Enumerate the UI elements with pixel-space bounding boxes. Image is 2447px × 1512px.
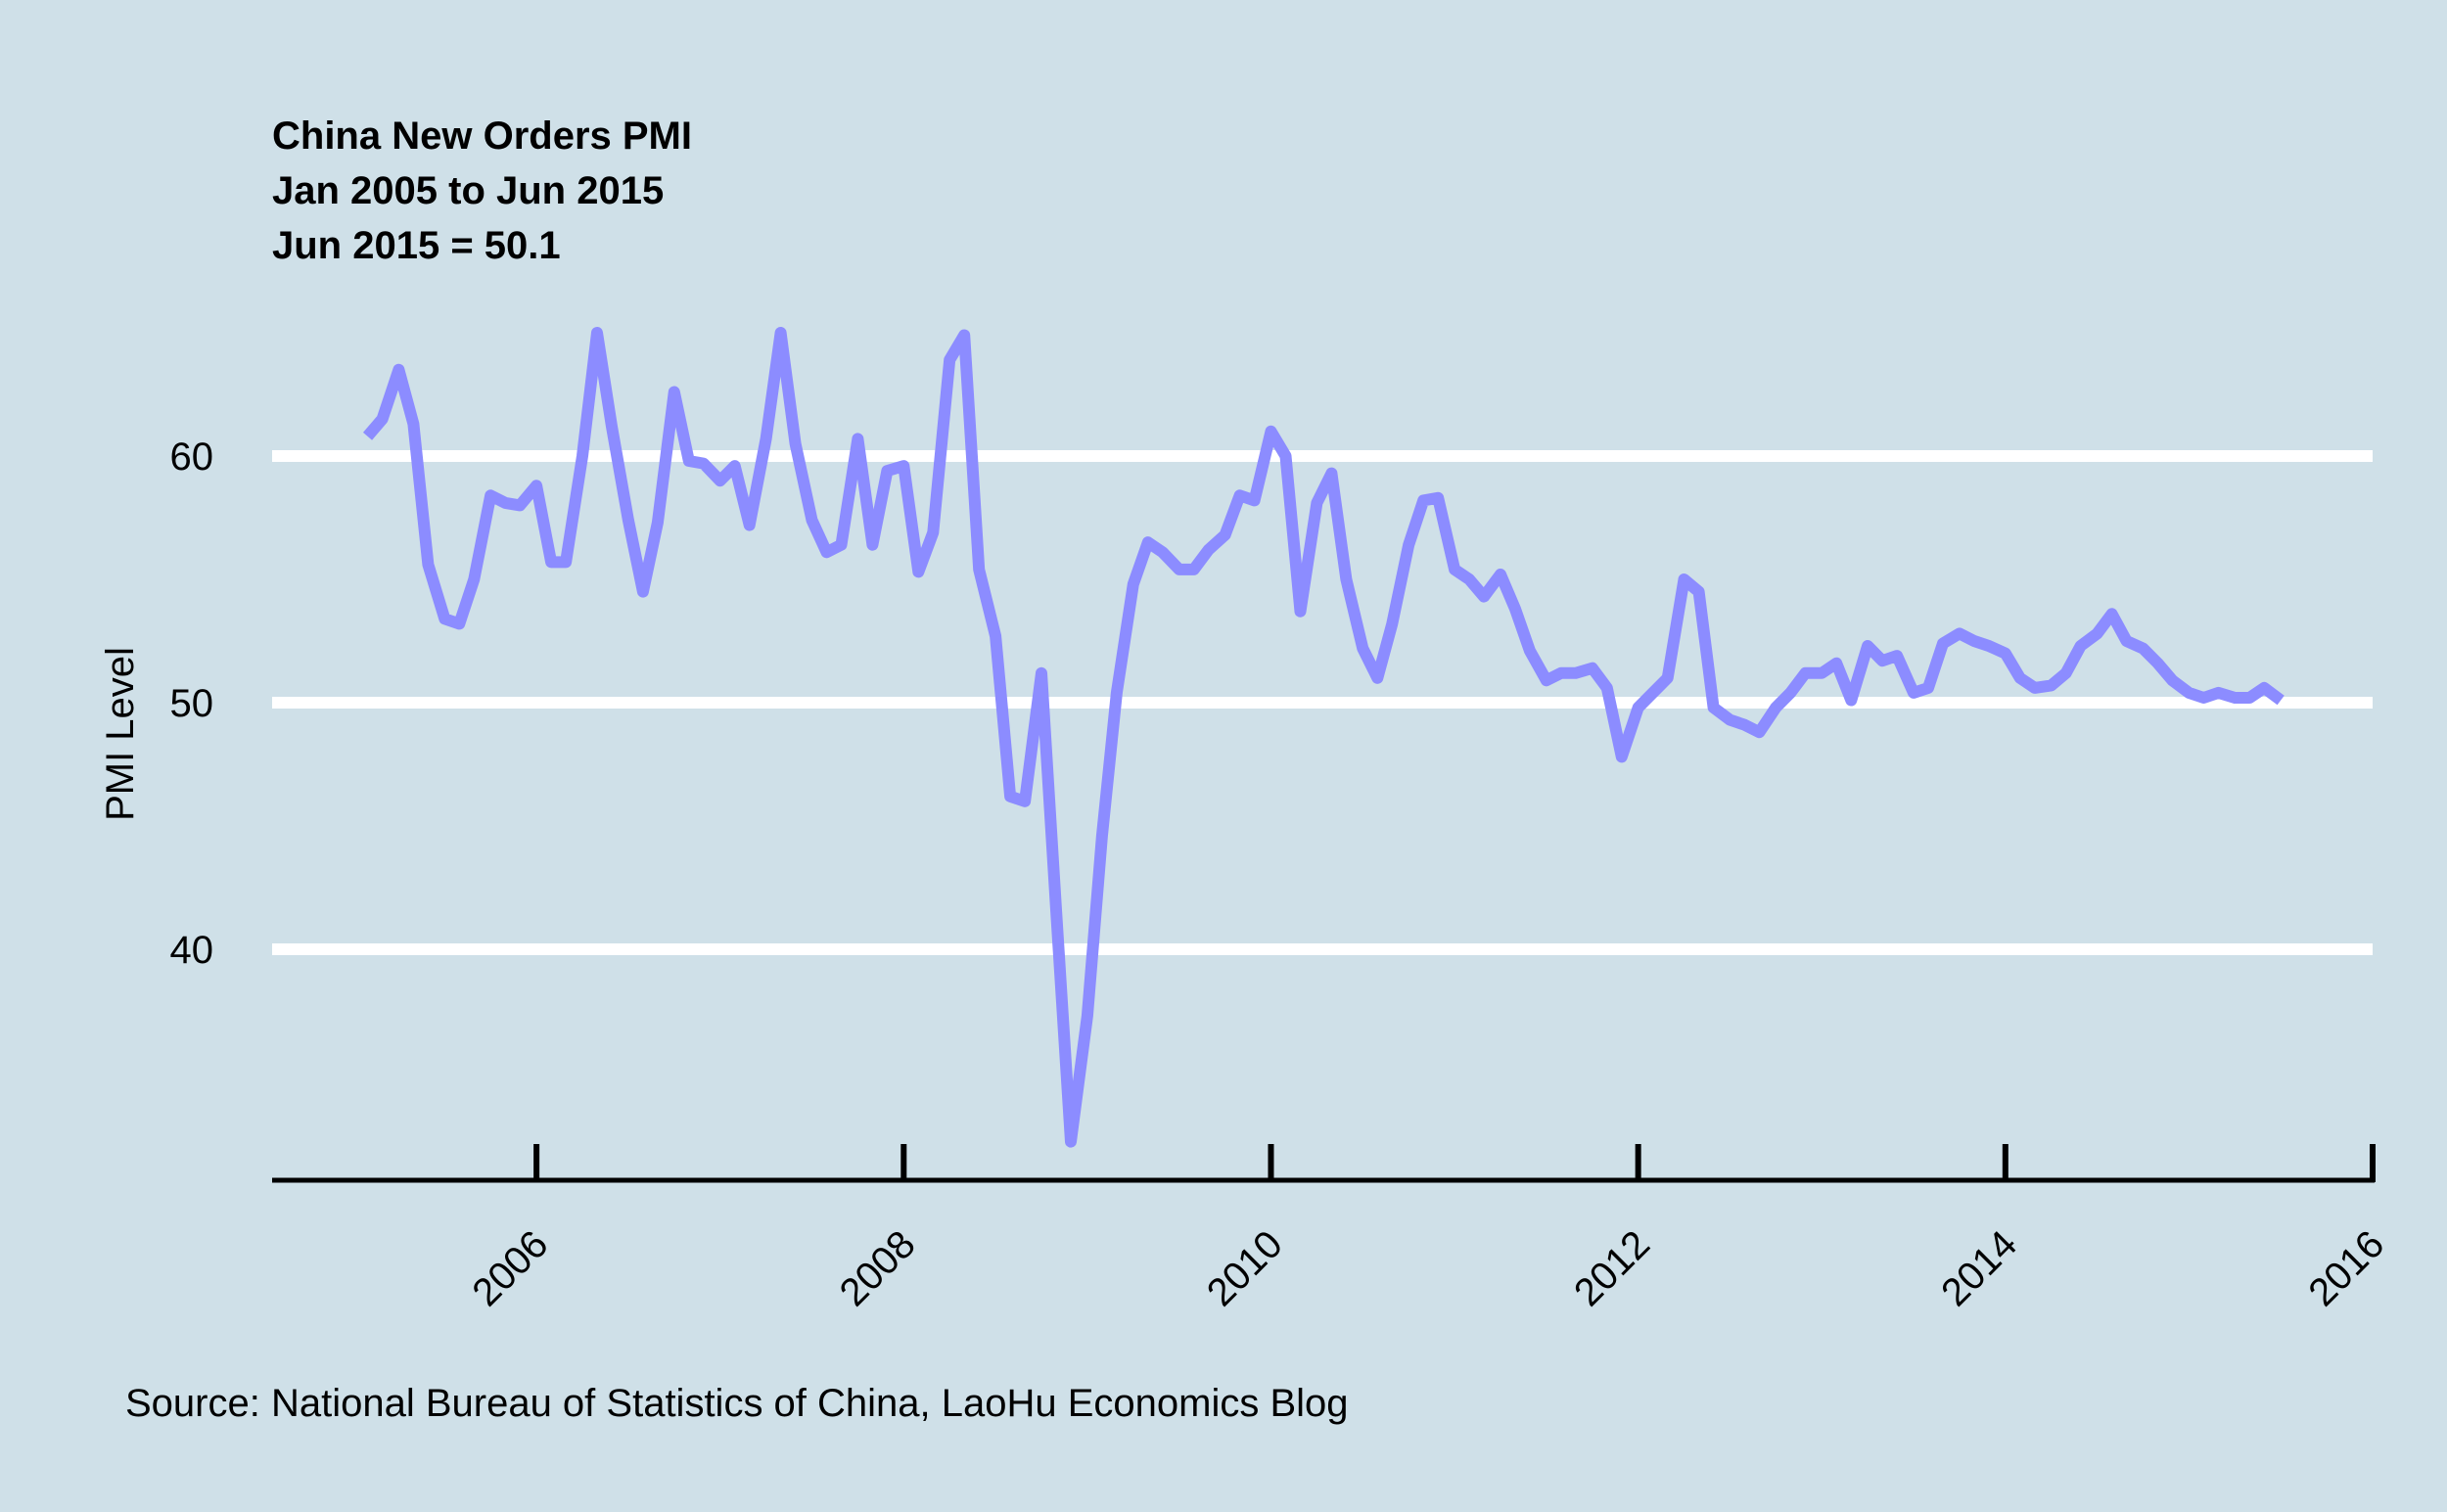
pmi-series-line bbox=[362, 327, 2285, 1148]
y-tick-label: 60 bbox=[170, 435, 214, 479]
x-axis-ticks bbox=[533, 1144, 2376, 1182]
chart-title-line-2: Jan 2005 to Jun 2015 bbox=[272, 169, 664, 212]
y-axis-title: PMI Level bbox=[99, 647, 142, 821]
chart-title-line-1: China New Orders PMI bbox=[272, 115, 692, 158]
chart-title-line-3: Jun 2015 = 50.1 bbox=[272, 224, 561, 267]
y-axis-tick-labels: 40 50 60 bbox=[170, 435, 214, 972]
y-tick-label: 50 bbox=[170, 682, 214, 725]
chart-title: China New Orders PMI Jan 2005 to Jun 201… bbox=[272, 115, 692, 267]
source-note: Source: National Bureau of Statistics of… bbox=[125, 1382, 1349, 1425]
y-tick-label: 40 bbox=[170, 929, 214, 972]
